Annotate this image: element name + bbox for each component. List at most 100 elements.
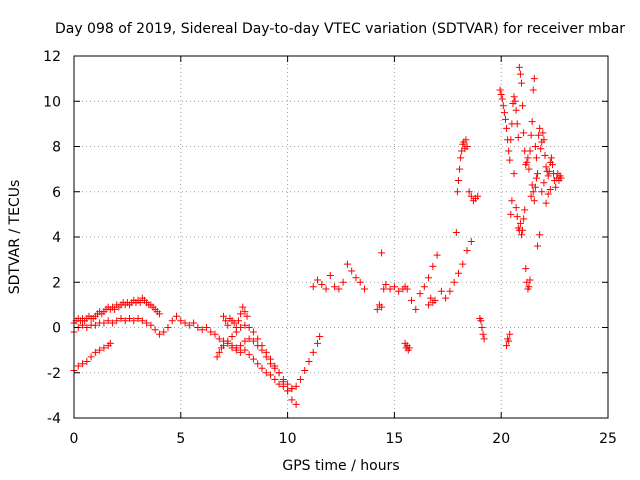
data-point: [222, 317, 230, 325]
data-point: [177, 317, 185, 325]
data-point: [520, 129, 528, 137]
data-point: [245, 335, 253, 343]
data-point: [537, 145, 545, 153]
data-point: [390, 283, 398, 291]
data-point: [522, 265, 530, 273]
data-point: [373, 305, 381, 313]
data-point: [100, 344, 108, 352]
data-point: [456, 165, 464, 173]
x-tick-labels: 0 5 10 15 20 25: [70, 431, 617, 447]
data-point: [529, 86, 537, 94]
data-point: [517, 231, 525, 239]
data-point: [420, 283, 428, 291]
data-point: [530, 197, 538, 205]
data-point: [503, 124, 511, 132]
data-point: [249, 337, 257, 345]
data-point: [382, 281, 390, 289]
data-point: [207, 328, 215, 336]
data-point: [453, 188, 461, 196]
y-tick-label: 8: [52, 140, 61, 156]
data-point: [534, 170, 542, 178]
data-point: [284, 387, 292, 395]
data-point: [507, 136, 515, 144]
data-point: [474, 192, 482, 200]
data-point: [525, 165, 533, 173]
data-point: [512, 106, 520, 114]
data-point: [215, 348, 223, 356]
x-tick-label: 15: [385, 431, 403, 447]
data-point: [542, 199, 550, 207]
data-point: [185, 321, 193, 329]
data-point: [520, 215, 528, 223]
data-point: [331, 283, 339, 291]
data-point: [237, 348, 245, 356]
data-point: [254, 335, 262, 343]
data-point: [348, 267, 356, 275]
data-point: [532, 174, 540, 182]
data-point: [213, 353, 221, 361]
data-point: [211, 330, 219, 338]
x-tick-label: 10: [279, 431, 297, 447]
y-tick-label: 12: [43, 49, 61, 65]
data-point: [531, 143, 539, 150]
data-point: [454, 269, 462, 277]
data-point: [190, 319, 198, 327]
data-point: [536, 231, 544, 239]
data-point: [526, 276, 534, 284]
x-tick-label: 25: [599, 431, 617, 447]
data-point: [279, 382, 287, 390]
data-point: [542, 163, 550, 171]
data-point: [534, 242, 542, 250]
y-tick-labels: -4 -2 0 2 4 6 8 10 12: [43, 49, 61, 427]
data-point: [309, 283, 317, 291]
data-point: [228, 333, 236, 341]
data-point: [425, 301, 433, 309]
data-point: [271, 362, 279, 370]
data-point: [433, 251, 441, 259]
data-point: [467, 238, 475, 246]
data-point: [134, 314, 142, 322]
data-point: [220, 342, 228, 350]
data-point: [480, 335, 488, 343]
data-point: [181, 319, 189, 327]
data-point: [478, 324, 486, 331]
data-point: [531, 183, 539, 191]
data-point: [530, 75, 538, 83]
chart-title: Day 098 of 2019, Sidereal Day-to-day VTE…: [55, 21, 625, 37]
data-point: [104, 317, 112, 325]
x-axis-label: GPS time / hours: [282, 458, 399, 474]
data-point: [500, 109, 508, 117]
data-point: [454, 176, 462, 184]
data-point: [517, 79, 525, 87]
data-point: [79, 360, 87, 368]
data-point: [79, 321, 87, 329]
data-point: [425, 274, 433, 282]
data-point: [479, 330, 487, 338]
data-point: [403, 285, 411, 293]
data-point: [462, 136, 470, 144]
data-point: [198, 326, 206, 334]
data-point: [314, 276, 322, 284]
data-point: [292, 400, 300, 408]
data-point: [96, 346, 104, 354]
data-point: [215, 335, 223, 343]
data-point: [477, 317, 485, 325]
data-point: [147, 321, 155, 329]
data-point: [224, 321, 232, 329]
data-point: [463, 143, 471, 150]
data-point: [506, 156, 514, 164]
data-point: [505, 337, 513, 345]
data-point: [249, 328, 257, 336]
data-point: [523, 158, 531, 166]
data-point: [318, 281, 326, 289]
data-point: [450, 278, 458, 286]
data-point: [241, 346, 249, 354]
data-point: [540, 179, 548, 187]
data-point: [507, 210, 515, 218]
data-point: [241, 308, 249, 316]
y-axis-label: SDTVAR / TECUs: [7, 180, 23, 295]
data-point: [356, 278, 364, 286]
data-point: [378, 303, 386, 311]
data-point: [155, 310, 163, 318]
data-point: [452, 228, 460, 236]
